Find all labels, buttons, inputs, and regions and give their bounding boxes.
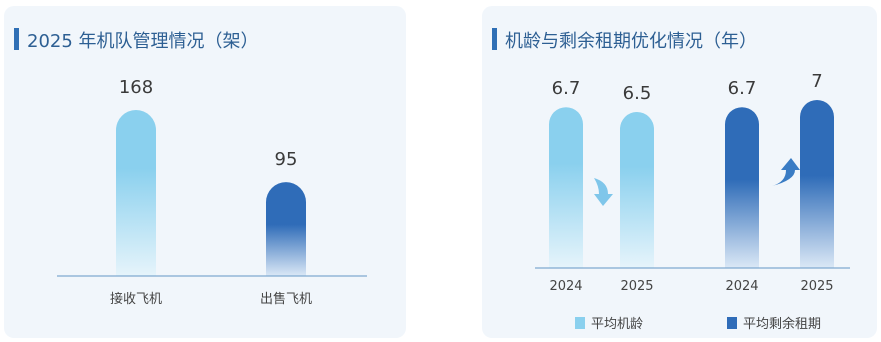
- bar: [266, 182, 306, 276]
- bar-value-label: 168: [119, 77, 153, 98]
- category-label: 出售飞机: [260, 291, 312, 307]
- category-label: 2024: [549, 279, 582, 294]
- legend-label: 平均剩余租期: [743, 316, 821, 332]
- bar-value-label: 6.5: [623, 83, 652, 104]
- category-label: 接收飞机: [110, 291, 162, 307]
- bar-value-label: 7: [811, 71, 822, 92]
- arrow-down-icon: [594, 178, 613, 206]
- legend-swatch: [575, 317, 585, 329]
- category-label: 2025: [620, 279, 653, 294]
- category-label: 2025: [800, 279, 833, 294]
- bar-value-label: 6.7: [728, 78, 757, 99]
- bar: [800, 100, 834, 268]
- bar: [725, 107, 759, 268]
- bar-value-label: 95: [275, 149, 298, 170]
- bar: [116, 110, 156, 276]
- arrow-up-icon: [772, 158, 800, 186]
- bar: [620, 112, 654, 268]
- legend-swatch: [727, 317, 737, 329]
- bar: [549, 107, 583, 268]
- legend-label: 平均机龄: [591, 317, 643, 332]
- category-label: 2024: [725, 279, 758, 294]
- bar-value-label: 6.7: [552, 78, 581, 99]
